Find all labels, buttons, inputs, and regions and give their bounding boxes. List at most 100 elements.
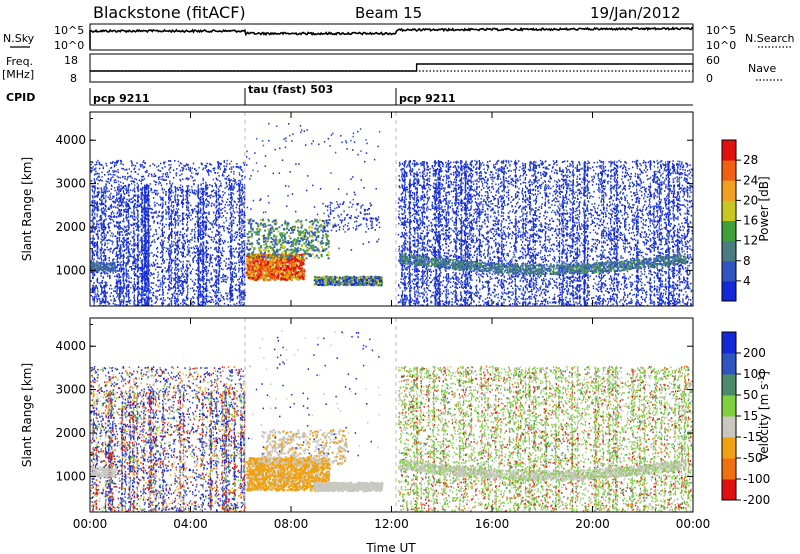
data-cell	[510, 242, 511, 244]
data-cell	[216, 251, 217, 253]
data-cell	[420, 223, 421, 225]
data-cell	[582, 168, 583, 170]
data-cell	[124, 176, 125, 178]
data-cell	[541, 206, 542, 208]
data-cell	[154, 204, 155, 206]
data-cell	[242, 296, 243, 298]
data-cell	[237, 279, 238, 281]
data-cell	[565, 253, 566, 255]
data-cell	[153, 212, 154, 214]
data-cell	[236, 262, 237, 264]
noise-left-tick-top: 10^5	[54, 24, 84, 37]
data-cell	[598, 290, 599, 292]
data-cell	[648, 186, 649, 188]
data-cell	[581, 192, 582, 194]
data-cell	[458, 184, 459, 186]
data-cell	[109, 218, 110, 220]
data-cell	[413, 173, 414, 175]
data-cell	[180, 303, 181, 305]
data-cell	[227, 241, 228, 243]
data-cell	[143, 227, 144, 229]
data-cell	[636, 290, 637, 292]
data-cell	[507, 181, 508, 183]
data-cell	[214, 295, 215, 297]
data-cell	[591, 214, 592, 216]
data-cell	[453, 187, 454, 189]
data-cell	[180, 180, 181, 182]
data-cell	[443, 200, 444, 202]
data-cell	[188, 261, 189, 263]
data-cell	[211, 297, 212, 299]
data-cell	[482, 281, 483, 283]
data-cell	[609, 205, 610, 207]
data-cell	[176, 208, 177, 210]
data-cell	[225, 265, 226, 267]
data-cell	[541, 291, 542, 293]
data-cell	[191, 239, 192, 241]
data-cell	[682, 267, 683, 269]
data-cell	[620, 299, 621, 301]
data-cell	[430, 185, 431, 187]
data-cell	[631, 173, 632, 175]
data-cell	[685, 280, 686, 282]
data-cell	[228, 225, 229, 227]
data-cell	[629, 224, 630, 226]
data-cell	[500, 195, 501, 197]
data-cell	[224, 260, 225, 262]
data-cell	[208, 301, 209, 303]
data-cell	[527, 240, 528, 242]
data-cell	[210, 197, 211, 199]
data-cell	[423, 178, 424, 180]
data-cell	[99, 303, 100, 305]
data-cell	[165, 286, 166, 288]
data-cell	[637, 194, 638, 196]
data-cell	[222, 208, 223, 210]
data-cell	[127, 273, 128, 275]
data-cell	[612, 303, 613, 305]
data-cell	[670, 218, 671, 220]
data-cell	[172, 297, 173, 299]
data-cell	[632, 274, 633, 276]
data-cell	[682, 173, 683, 175]
data-cell	[110, 251, 111, 253]
data-cell	[191, 247, 192, 249]
data-cell	[606, 266, 607, 268]
data-cell	[154, 173, 155, 175]
data-cell	[157, 276, 158, 278]
data-cell	[236, 163, 237, 165]
data-cell	[219, 236, 220, 238]
data-cell	[427, 201, 428, 203]
data-cell	[135, 226, 136, 228]
data-cell	[194, 229, 195, 231]
data-cell	[403, 168, 404, 170]
data-cell	[221, 254, 222, 256]
data-cell	[188, 169, 189, 171]
data-cell	[598, 275, 599, 277]
data-cell	[188, 244, 189, 246]
data-cell	[107, 181, 108, 183]
data-cell	[178, 237, 179, 239]
data-cell	[124, 169, 125, 171]
freq-right-tick-top: 60	[706, 54, 720, 67]
freq-left-tick-top: 18	[64, 54, 78, 67]
data-cell	[237, 232, 238, 234]
data-cell	[200, 227, 201, 229]
data-cell	[110, 196, 111, 198]
data-cell	[657, 232, 658, 234]
data-cell	[489, 297, 490, 299]
data-cell	[166, 218, 167, 220]
data-cell	[554, 299, 555, 301]
data-cell	[104, 235, 105, 237]
data-cell	[168, 164, 169, 166]
data-cell	[95, 171, 96, 173]
data-cell	[234, 180, 235, 182]
data-cell	[156, 255, 157, 257]
data-cell	[151, 252, 152, 254]
data-cell	[575, 277, 576, 279]
data-cell	[549, 254, 550, 256]
data-cell	[605, 216, 606, 218]
data-cell	[109, 215, 110, 217]
data-cell	[211, 194, 212, 196]
data-cell	[219, 298, 220, 300]
data-cell	[187, 294, 188, 296]
